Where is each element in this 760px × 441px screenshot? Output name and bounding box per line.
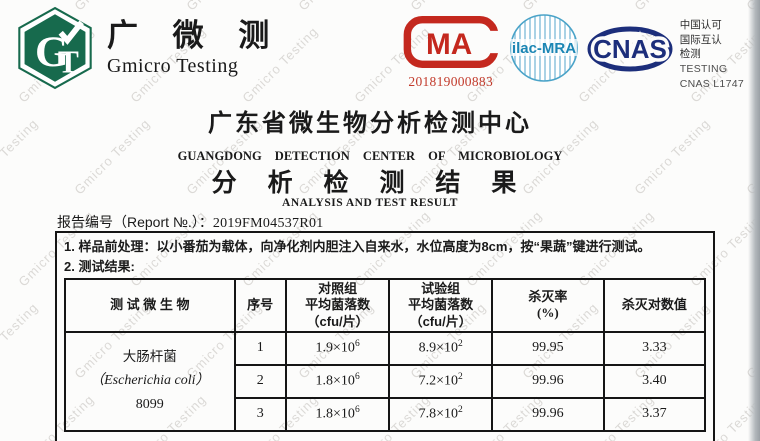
table-header-row: 测 试 微 生 物 序号 对照组 平均菌落数 （cfu/片） 试验组 平均菌落数… xyxy=(64,278,707,333)
brand: G T 广 微 测 Gmicro Testing xyxy=(16,6,282,90)
kill-rate-cell: 99.96 xyxy=(490,363,605,399)
checkmark-icon xyxy=(58,20,84,45)
control-count-cell: 1.8×106 xyxy=(284,396,391,432)
report-number-value: 2019FM04537R01 xyxy=(212,216,324,231)
cma-cert-number: 201819000883 xyxy=(408,74,493,89)
test-count-cell: 7.8×102 xyxy=(388,396,493,432)
cnas-accreditation-text: 中国认可 国际互认 检测 TESTING CNAS L1747 xyxy=(680,18,744,91)
log-value-cell: 3.37 xyxy=(602,396,707,432)
photo-edge xyxy=(748,0,760,441)
table-row: 3 1.8×106 7.8×102 99.96 3.37 xyxy=(65,396,707,432)
cma-label: MA xyxy=(426,28,472,61)
cnas-text-line: CNAS L1747 xyxy=(679,77,744,90)
gmicro-logo-icon: G T xyxy=(18,6,92,90)
cnas-text-line: 中国认可 xyxy=(679,19,722,31)
cnas-text-line: 国际互认 xyxy=(679,33,722,46)
cnas-icon: CNAS xyxy=(587,26,673,72)
brand-names: 广 微 测 Gmicro Testing xyxy=(107,18,282,78)
result-title-en: ANALYSIS AND TEST RESULT xyxy=(282,197,458,209)
logo-letter-t: T xyxy=(58,45,79,80)
note-results: 2. 测试结果: xyxy=(64,258,135,274)
control-count-cell: 1.9×106 xyxy=(284,330,391,366)
col-header-seq: 序号 xyxy=(233,278,287,333)
ilac-label: ilac-MRA xyxy=(512,40,576,57)
watermark-text: Gmicro Testing xyxy=(0,299,42,382)
log-value-cell: 3.33 xyxy=(602,330,707,366)
test-count-cell: 8.9×102 xyxy=(388,330,493,366)
cnas-text-line: 检测 xyxy=(679,48,701,61)
header: G T 广 微 测 Gmicro Testing MA 201819000883 xyxy=(16,6,744,91)
cnas-mark: CNAS xyxy=(587,23,673,80)
cma-mark: MA 201819000883 xyxy=(401,16,501,90)
accreditation-marks: MA 201819000883 ilac-MRA xyxy=(401,10,744,91)
brand-name-en: Gmicro Testing xyxy=(107,54,239,77)
col-header-test: 试验组 平均菌落数 （cfu/片） xyxy=(388,278,493,333)
table-row: 2 1.8×106 7.2×102 99.96 3.40 xyxy=(65,363,707,399)
col-header-log-value: 杀灭对数值 xyxy=(602,278,707,333)
organism-name-latin: （Escherichia coli） xyxy=(90,372,210,388)
brand-name-cn: 广 微 测 xyxy=(107,18,283,54)
col-header-organism: 测 试 微 生 物 xyxy=(64,278,236,333)
organism-name-cn: 大肠杆菌 xyxy=(122,348,177,364)
ilac-mra-icon: ilac-MRA xyxy=(509,14,578,82)
col-header-control: 对照组 平均菌落数 （cfu/片） xyxy=(284,278,391,333)
cma-icon: MA xyxy=(403,16,501,68)
cnas-text-line: TESTING xyxy=(679,63,728,76)
results-table: 测 试 微 生 物 序号 对照组 平均菌落数 （cfu/片） 试验组 平均菌落数… xyxy=(64,278,707,432)
report-number-label: 报告编号（Report №.）： xyxy=(57,214,213,230)
center-title-cn: 广东省微生物分析检测中心 xyxy=(208,110,532,137)
log-value-cell: 3.40 xyxy=(602,363,707,399)
kill-rate-cell: 99.96 xyxy=(490,396,605,432)
table-row: 大肠杆菌 （Escherichia coli） 8099 1 1.9×106 8… xyxy=(64,330,707,432)
kill-rate-cell: 99.95 xyxy=(490,330,605,366)
test-count-cell: 7.2×102 xyxy=(388,363,493,399)
organism-cell: 大肠杆菌 （Escherichia coli） 8099 xyxy=(64,330,236,432)
seq-cell: 2 xyxy=(233,363,287,399)
cnas-label: CNAS xyxy=(593,34,667,64)
seq-cell: 3 xyxy=(233,396,287,432)
report-number-line: 报告编号（Report №.）：2019FM04537R01 xyxy=(57,212,324,232)
control-count-cell: 1.8×106 xyxy=(284,363,391,399)
ilac-mra-mark: ilac-MRA xyxy=(508,12,580,89)
center-title-en: GUANGDONG DETECTION CENTER OF MICROBIOLO… xyxy=(177,149,563,163)
col-header-kill-rate: 杀灭率 (%) xyxy=(490,278,605,333)
organism-strain: 8099 xyxy=(135,397,164,413)
content-box: 1. 样品前处理：以小番茄为载体，向净化剂内胆注入自来水，水位高度为8cm，按“… xyxy=(55,231,715,441)
result-title-cn: 分 析 检 测 结 果 xyxy=(211,169,529,197)
note-pretreatment: 1. 样品前处理：以小番茄为载体，向净化剂内胆注入自来水，水位高度为8cm，按“… xyxy=(64,239,651,254)
seq-cell: 1 xyxy=(233,330,287,366)
